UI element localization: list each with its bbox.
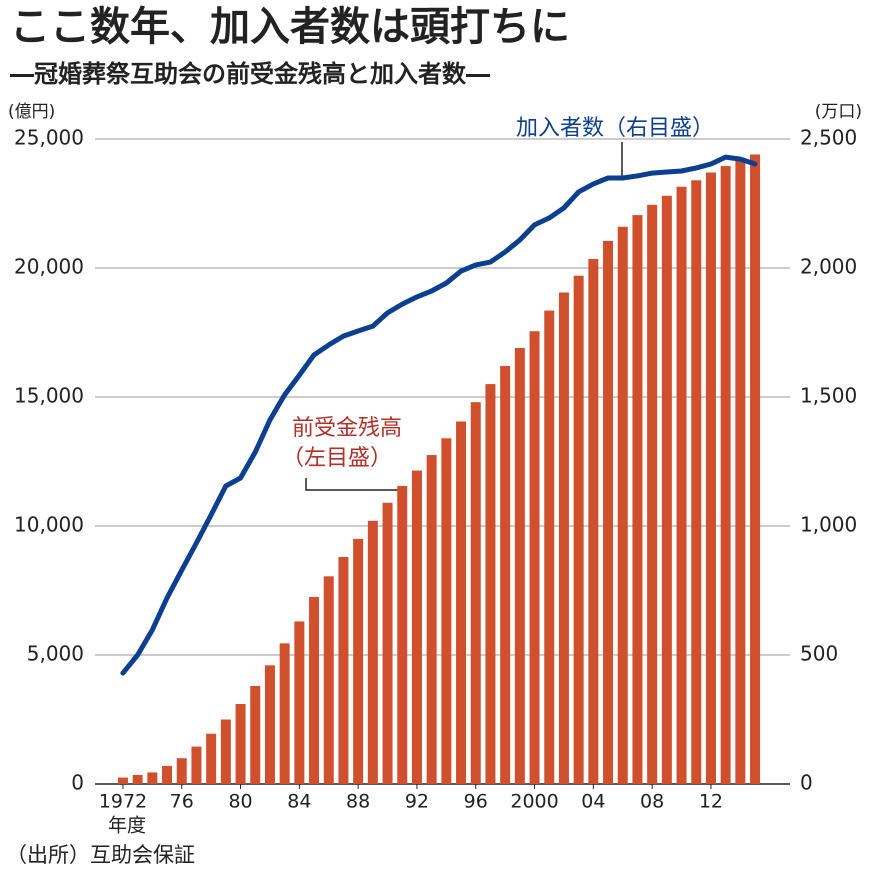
bar — [691, 180, 702, 784]
bar — [485, 384, 496, 784]
x-tick-label: 04 — [581, 791, 605, 813]
bar — [588, 258, 599, 785]
y-tick-label: 20,000 — [14, 255, 84, 279]
y2-tick-label: 1,000 — [800, 513, 857, 537]
x-tick-label: 76 — [170, 791, 194, 813]
y2-tick-label: 2,000 — [800, 255, 857, 279]
bar — [279, 643, 290, 784]
bar — [720, 166, 731, 785]
x-axis-label: 年度 — [108, 815, 146, 837]
bar — [191, 746, 202, 784]
bar — [705, 172, 716, 785]
x-tick-label: 88 — [346, 791, 370, 813]
bar — [338, 556, 349, 784]
y-tick-label: 5,000 — [27, 642, 84, 666]
bar — [426, 455, 437, 784]
y2-tick-label: 500 — [800, 642, 838, 666]
bar-annotation: 前受金残高 — [292, 416, 402, 441]
x-tick-label: 08 — [640, 791, 664, 813]
bar — [676, 186, 687, 785]
bar-annotation-note: （左目盛） — [282, 446, 392, 471]
bar — [411, 470, 422, 784]
bar — [441, 438, 452, 784]
bar — [514, 347, 525, 784]
bar — [206, 733, 217, 784]
bar — [617, 226, 628, 785]
bar — [162, 765, 173, 784]
y2-tick-label: 2,500 — [800, 126, 857, 150]
bar — [147, 772, 158, 784]
y2-tick-label: 1,500 — [800, 384, 857, 408]
source: （出所）互助会保証 — [6, 843, 195, 867]
y-tick-label: 25,000 — [14, 126, 84, 150]
bar — [397, 486, 408, 784]
bar — [132, 774, 143, 784]
bar — [750, 154, 761, 785]
x-tick-label: 80 — [228, 791, 252, 813]
x-tick-label: 84 — [287, 791, 311, 813]
bar — [117, 777, 128, 784]
bar — [544, 310, 555, 784]
bar — [647, 204, 658, 785]
bar — [382, 502, 393, 784]
bar — [735, 160, 746, 784]
x-tick-label: 1972 — [99, 791, 147, 813]
chart-title: ここ数年、加入者数は頭打ちに — [10, 3, 570, 50]
bar — [235, 704, 246, 784]
line — [120, 154, 758, 676]
bar — [309, 596, 320, 784]
bar — [176, 758, 187, 784]
bar — [573, 275, 584, 784]
bar — [529, 331, 540, 784]
chart-subtitle: ―冠婚葬祭互助会の前受金残高と加入者数― — [10, 60, 490, 88]
bar — [500, 366, 511, 784]
bar — [294, 621, 305, 784]
bar — [558, 292, 569, 784]
bar — [603, 240, 614, 784]
leader-line — [305, 478, 398, 491]
bar — [367, 520, 378, 784]
x-tick-label: 96 — [464, 791, 488, 813]
x-tick-label: 12 — [699, 791, 723, 813]
bar — [456, 421, 467, 784]
y-axis-unit: (億円) — [8, 102, 55, 122]
y2-axis-unit: (万口) — [815, 102, 862, 122]
y-tick-label: 10,000 — [14, 513, 84, 537]
y2-tick-label: 0 — [800, 771, 813, 795]
line-annotation: 加入者数（右目盛） — [516, 116, 714, 141]
x-tick-label: 92 — [405, 791, 429, 813]
bar — [264, 665, 275, 784]
bar — [470, 402, 481, 784]
bar — [661, 195, 672, 784]
bar — [323, 576, 334, 784]
bar — [220, 719, 231, 784]
x-tick-label: 2000 — [510, 791, 558, 813]
y-tick-label: 0 — [71, 771, 84, 795]
bar — [353, 538, 364, 784]
bar — [632, 215, 643, 785]
y-tick-label: 15,000 — [14, 384, 84, 408]
bar — [250, 685, 261, 784]
